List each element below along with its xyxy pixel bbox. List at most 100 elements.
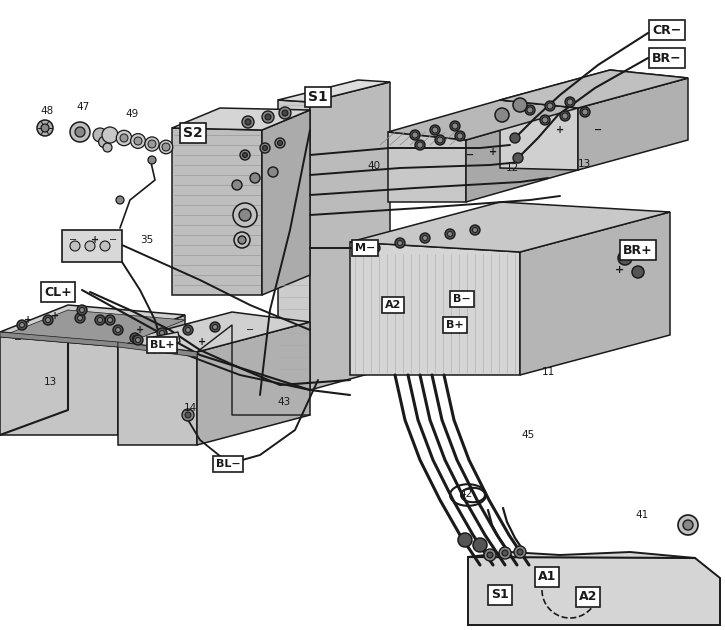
Circle shape xyxy=(487,552,493,558)
Text: M−: M− xyxy=(355,243,375,253)
Polygon shape xyxy=(500,70,688,108)
Polygon shape xyxy=(278,80,390,102)
Text: +: + xyxy=(556,125,564,135)
Polygon shape xyxy=(172,108,310,130)
Circle shape xyxy=(473,227,478,232)
Text: +: + xyxy=(51,311,59,321)
Circle shape xyxy=(185,412,191,418)
Circle shape xyxy=(234,232,250,248)
Text: 40: 40 xyxy=(368,161,381,171)
Circle shape xyxy=(545,101,555,111)
Text: −: − xyxy=(69,235,77,245)
Text: +: + xyxy=(136,325,144,335)
Circle shape xyxy=(395,238,405,248)
Circle shape xyxy=(240,150,250,160)
Polygon shape xyxy=(0,310,185,347)
Polygon shape xyxy=(0,305,185,342)
Polygon shape xyxy=(62,230,122,262)
Circle shape xyxy=(160,331,165,336)
Circle shape xyxy=(145,137,159,151)
Circle shape xyxy=(262,111,274,123)
Text: CR−: CR− xyxy=(652,23,682,37)
Circle shape xyxy=(370,243,380,253)
Circle shape xyxy=(232,180,242,190)
Text: BR+: BR+ xyxy=(623,244,653,256)
Circle shape xyxy=(510,133,520,143)
Circle shape xyxy=(417,142,423,148)
Circle shape xyxy=(115,328,120,333)
Polygon shape xyxy=(148,340,168,353)
Text: 14: 14 xyxy=(183,403,196,413)
Circle shape xyxy=(495,108,509,122)
Circle shape xyxy=(265,114,271,120)
Circle shape xyxy=(105,315,115,325)
Circle shape xyxy=(37,120,53,136)
Circle shape xyxy=(410,130,420,140)
Circle shape xyxy=(120,134,128,142)
Circle shape xyxy=(233,203,257,227)
Circle shape xyxy=(250,173,260,183)
Polygon shape xyxy=(350,202,670,252)
Circle shape xyxy=(278,140,283,146)
Circle shape xyxy=(133,335,143,345)
Circle shape xyxy=(373,246,378,251)
Circle shape xyxy=(107,318,112,323)
Circle shape xyxy=(43,315,53,325)
Circle shape xyxy=(282,110,288,116)
Circle shape xyxy=(41,124,49,132)
Polygon shape xyxy=(0,332,118,435)
Circle shape xyxy=(517,549,523,555)
Polygon shape xyxy=(388,132,466,202)
Circle shape xyxy=(99,137,109,147)
Text: 13: 13 xyxy=(44,377,57,387)
Text: 49: 49 xyxy=(125,109,138,119)
Text: +: + xyxy=(198,337,206,347)
Circle shape xyxy=(242,116,254,128)
Circle shape xyxy=(499,547,511,559)
Text: BL−: BL− xyxy=(215,459,241,469)
Polygon shape xyxy=(578,78,688,170)
Circle shape xyxy=(632,266,644,278)
Polygon shape xyxy=(350,242,520,375)
Polygon shape xyxy=(118,342,197,445)
Circle shape xyxy=(160,140,173,154)
Polygon shape xyxy=(0,332,118,347)
Polygon shape xyxy=(500,70,688,108)
Text: A2: A2 xyxy=(579,590,597,604)
Circle shape xyxy=(458,533,472,547)
Circle shape xyxy=(445,229,455,239)
Circle shape xyxy=(279,107,291,119)
Circle shape xyxy=(580,107,590,117)
Polygon shape xyxy=(310,82,390,390)
Circle shape xyxy=(567,99,573,105)
Circle shape xyxy=(113,325,123,335)
Polygon shape xyxy=(278,100,310,390)
Circle shape xyxy=(134,137,142,145)
Polygon shape xyxy=(520,212,670,375)
Circle shape xyxy=(162,143,170,151)
Circle shape xyxy=(103,143,112,152)
Circle shape xyxy=(430,125,440,135)
Circle shape xyxy=(183,325,193,335)
Text: 42: 42 xyxy=(460,489,473,499)
Text: A1: A1 xyxy=(538,571,556,583)
Text: −: − xyxy=(594,125,602,135)
Circle shape xyxy=(562,113,568,119)
Circle shape xyxy=(93,128,107,142)
Circle shape xyxy=(239,209,251,221)
Circle shape xyxy=(447,231,452,236)
Circle shape xyxy=(102,127,118,143)
Text: 41: 41 xyxy=(635,510,649,520)
Circle shape xyxy=(70,241,80,251)
Circle shape xyxy=(437,137,443,143)
Circle shape xyxy=(130,333,140,343)
Polygon shape xyxy=(118,312,310,352)
Circle shape xyxy=(136,338,141,343)
Circle shape xyxy=(130,134,146,149)
Text: +: + xyxy=(24,315,32,325)
Polygon shape xyxy=(118,315,185,435)
Circle shape xyxy=(432,127,438,133)
Text: B+: B+ xyxy=(446,320,464,330)
Text: +: + xyxy=(489,147,497,157)
Text: 48: 48 xyxy=(41,106,54,116)
